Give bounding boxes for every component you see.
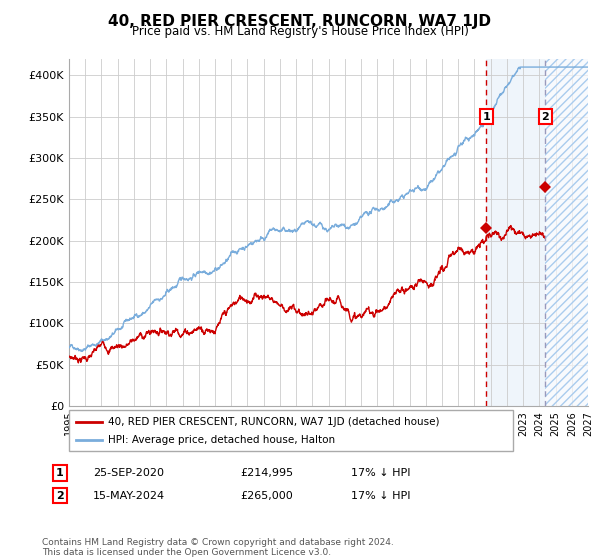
Text: Price paid vs. HM Land Registry's House Price Index (HPI): Price paid vs. HM Land Registry's House … xyxy=(131,25,469,38)
Text: 40, RED PIER CRESCENT, RUNCORN, WA7 1JD: 40, RED PIER CRESCENT, RUNCORN, WA7 1JD xyxy=(109,14,491,29)
Text: 25-SEP-2020: 25-SEP-2020 xyxy=(93,468,164,478)
Bar xyxy=(545,59,588,406)
Text: 2: 2 xyxy=(56,491,64,501)
Bar xyxy=(487,59,588,406)
Text: £214,995: £214,995 xyxy=(240,468,293,478)
Text: 1: 1 xyxy=(56,468,64,478)
Text: 1: 1 xyxy=(482,111,490,122)
Text: 17% ↓ HPI: 17% ↓ HPI xyxy=(351,491,410,501)
Text: £265,000: £265,000 xyxy=(240,491,293,501)
Text: 15-MAY-2024: 15-MAY-2024 xyxy=(93,491,165,501)
Text: 2: 2 xyxy=(541,111,549,122)
Text: 17% ↓ HPI: 17% ↓ HPI xyxy=(351,468,410,478)
Text: HPI: Average price, detached house, Halton: HPI: Average price, detached house, Halt… xyxy=(108,435,335,445)
Text: 40, RED PIER CRESCENT, RUNCORN, WA7 1JD (detached house): 40, RED PIER CRESCENT, RUNCORN, WA7 1JD … xyxy=(108,417,439,427)
Text: Contains HM Land Registry data © Crown copyright and database right 2024.
This d: Contains HM Land Registry data © Crown c… xyxy=(42,538,394,557)
Bar xyxy=(545,59,588,406)
